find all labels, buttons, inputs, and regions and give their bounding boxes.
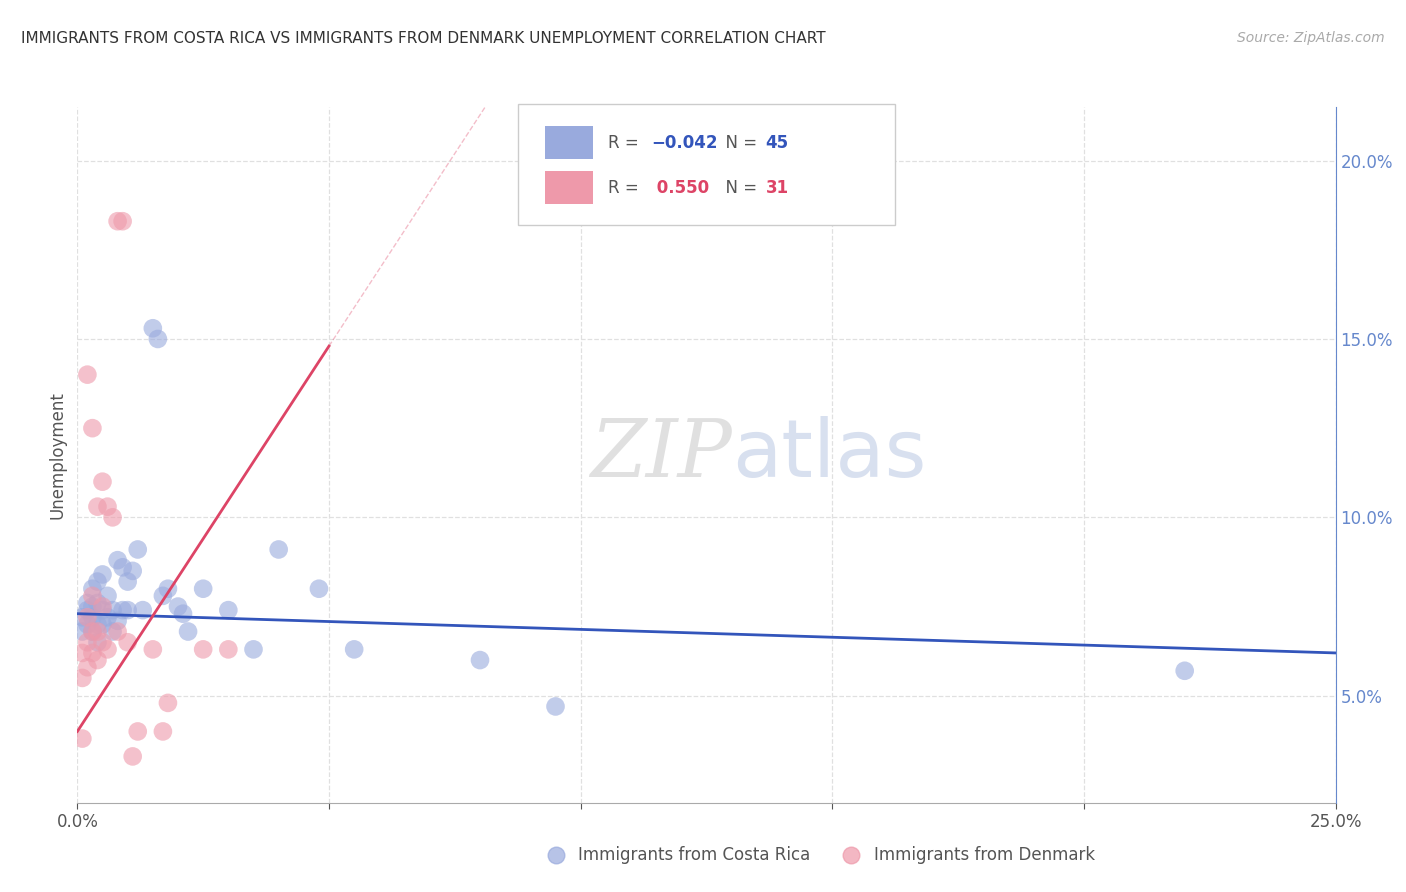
Point <box>72 624 94 639</box>
Point <box>86 635 108 649</box>
Point <box>72 731 94 746</box>
Point <box>91 475 114 489</box>
Point <box>76 596 98 610</box>
Point <box>76 368 98 382</box>
Text: 31: 31 <box>766 178 789 197</box>
Point <box>91 567 114 582</box>
Point <box>91 635 114 649</box>
Point <box>82 589 104 603</box>
Point <box>82 646 104 660</box>
Point <box>111 560 134 574</box>
Point <box>91 617 114 632</box>
Point <box>96 610 118 624</box>
Point <box>76 610 98 624</box>
Text: IMMIGRANTS FROM COSTA RICA VS IMMIGRANTS FROM DENMARK UNEMPLOYMENT CORRELATION C: IMMIGRANTS FROM COSTA RICA VS IMMIGRANTS… <box>21 31 825 46</box>
Point <box>468 653 491 667</box>
Point <box>242 642 264 657</box>
Point <box>544 699 567 714</box>
Point <box>101 510 124 524</box>
Text: −0.042: −0.042 <box>651 134 717 152</box>
Point <box>152 589 174 603</box>
Point <box>96 500 118 514</box>
Point <box>86 653 108 667</box>
Point <box>86 500 108 514</box>
Point <box>156 696 179 710</box>
Point <box>76 635 98 649</box>
Point <box>101 624 124 639</box>
Point <box>121 564 143 578</box>
Point <box>76 603 98 617</box>
Point <box>72 671 94 685</box>
Point <box>111 603 134 617</box>
Point <box>82 624 104 639</box>
Point <box>121 749 143 764</box>
Point <box>191 582 215 596</box>
Point <box>146 332 169 346</box>
Text: ZIP: ZIP <box>591 417 731 493</box>
Point <box>82 599 104 614</box>
Text: R =: R = <box>609 134 644 152</box>
Text: Immigrants from Denmark: Immigrants from Denmark <box>875 846 1095 864</box>
Point <box>132 603 155 617</box>
Point <box>86 574 108 589</box>
Point <box>152 724 174 739</box>
Point <box>217 642 239 657</box>
Point <box>172 607 194 621</box>
Point <box>107 614 129 628</box>
Point <box>267 542 290 557</box>
Point <box>86 617 108 632</box>
Point <box>111 214 134 228</box>
Point <box>142 642 165 657</box>
Point <box>82 624 104 639</box>
Point <box>167 599 190 614</box>
Point <box>82 610 104 624</box>
FancyBboxPatch shape <box>546 171 593 204</box>
Text: 0.550: 0.550 <box>651 178 709 197</box>
Text: N =: N = <box>716 134 762 152</box>
Point <box>217 603 239 617</box>
Point <box>117 603 139 617</box>
Point <box>82 582 104 596</box>
Point <box>76 660 98 674</box>
Point <box>107 214 129 228</box>
Y-axis label: Unemployment: Unemployment <box>48 391 66 519</box>
Point <box>96 589 118 603</box>
Point <box>96 642 118 657</box>
Point <box>177 624 200 639</box>
Point <box>86 624 108 639</box>
Point <box>156 582 179 596</box>
Point <box>308 582 330 596</box>
Point <box>127 542 149 557</box>
Point <box>76 617 98 632</box>
Point <box>127 724 149 739</box>
Point <box>343 642 366 657</box>
Point <box>142 321 165 335</box>
Point <box>72 646 94 660</box>
Point <box>107 624 129 639</box>
Point <box>117 574 139 589</box>
FancyBboxPatch shape <box>546 126 593 159</box>
Point <box>86 596 108 610</box>
Text: N =: N = <box>716 178 762 197</box>
Text: Immigrants from Costa Rica: Immigrants from Costa Rica <box>578 846 810 864</box>
Text: 45: 45 <box>766 134 789 152</box>
Point <box>91 599 114 614</box>
Text: Source: ZipAtlas.com: Source: ZipAtlas.com <box>1237 31 1385 45</box>
Point <box>101 603 124 617</box>
Point <box>91 603 114 617</box>
Point <box>1174 664 1197 678</box>
Point <box>191 642 215 657</box>
Point <box>72 610 94 624</box>
Text: atlas: atlas <box>731 416 927 494</box>
Text: R =: R = <box>609 178 644 197</box>
Point <box>117 635 139 649</box>
Point <box>107 553 129 567</box>
Point <box>82 421 104 435</box>
FancyBboxPatch shape <box>517 103 896 226</box>
